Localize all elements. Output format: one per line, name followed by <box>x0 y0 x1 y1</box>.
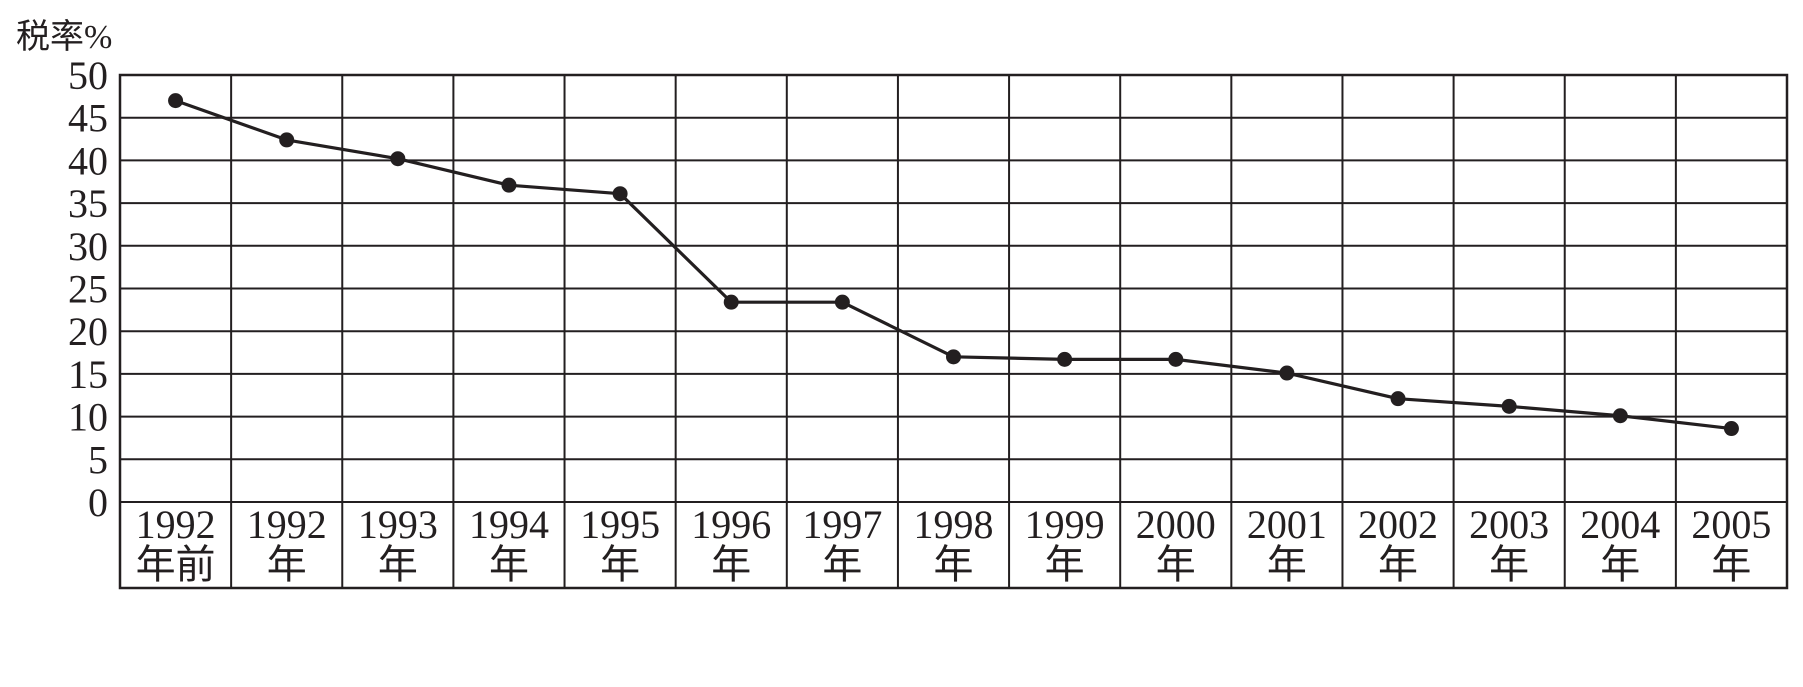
x-category-suffix: 年 <box>1045 542 1085 587</box>
data-point <box>279 132 295 148</box>
data-point <box>1168 351 1184 367</box>
x-category-year: 1992 <box>247 502 327 547</box>
x-category-suffix: 年 <box>711 542 751 587</box>
x-category-suffix: 年 <box>600 542 640 587</box>
y-tick-label: 5 <box>88 437 108 482</box>
data-point <box>1501 398 1517 414</box>
x-category-year: 1998 <box>914 502 994 547</box>
x-category-year: 2004 <box>1580 502 1660 547</box>
x-category-year: 2005 <box>1691 502 1771 547</box>
x-category-suffix: 年 <box>822 542 862 587</box>
data-point <box>501 177 517 193</box>
x-category-suffix: 年 <box>1489 542 1529 587</box>
vertical-gridlines <box>230 75 1677 588</box>
y-tick-label: 30 <box>68 224 108 269</box>
y-tick-label: 15 <box>68 352 108 397</box>
horizontal-gridlines <box>120 74 1787 503</box>
data-point <box>1723 421 1739 437</box>
x-category-suffix: 年 <box>1267 542 1307 587</box>
y-tick-label: 40 <box>68 138 108 183</box>
x-axis-category-labels: 1992年前1992年1993年1994年1995年1996年1997年1998… <box>136 502 1772 587</box>
y-axis-title: 税率% <box>16 18 112 56</box>
data-points <box>168 93 1739 437</box>
data-point <box>1612 408 1628 424</box>
x-category-year: 1996 <box>691 502 771 547</box>
y-tick-label: 10 <box>68 395 108 440</box>
y-tick-label: 35 <box>68 181 108 226</box>
x-category-year: 1993 <box>358 502 438 547</box>
x-category-year: 1992 <box>136 502 216 547</box>
x-category-suffix: 年 <box>1156 542 1196 587</box>
y-tick-label: 20 <box>68 309 108 354</box>
data-point <box>834 294 850 310</box>
data-point <box>390 151 406 167</box>
y-tick-label: 45 <box>68 96 108 141</box>
y-tick-label: 50 <box>68 53 108 98</box>
data-point <box>723 294 739 310</box>
x-category-year: 1997 <box>802 502 882 547</box>
x-category-suffix: 年 <box>267 542 307 587</box>
x-category-suffix: 年 <box>1600 542 1640 587</box>
x-category-year: 1995 <box>580 502 660 547</box>
data-point <box>1279 365 1295 381</box>
x-category-year: 2001 <box>1247 502 1327 547</box>
y-tick-label: 25 <box>68 267 108 312</box>
data-point <box>168 93 184 109</box>
x-category-suffix: 年 <box>378 542 418 587</box>
x-category-suffix: 年 <box>1378 542 1418 587</box>
x-category-year: 2002 <box>1358 502 1438 547</box>
data-point <box>1057 351 1073 367</box>
data-point <box>1390 391 1406 407</box>
series-line <box>175 99 1732 431</box>
x-category-suffix: 年 <box>934 542 974 587</box>
plot-frame <box>118 73 1789 590</box>
x-category-year: 1994 <box>469 502 549 547</box>
x-category-suffix: 年前 <box>136 542 216 587</box>
data-point <box>946 349 961 365</box>
x-category-year: 1999 <box>1025 502 1105 547</box>
x-category-year: 2000 <box>1136 502 1216 547</box>
x-category-year: 2003 <box>1469 502 1549 547</box>
data-point <box>612 186 628 202</box>
y-tick-label: 0 <box>88 480 108 525</box>
x-category-suffix: 年 <box>489 542 529 587</box>
x-category-suffix: 年 <box>1711 542 1751 587</box>
